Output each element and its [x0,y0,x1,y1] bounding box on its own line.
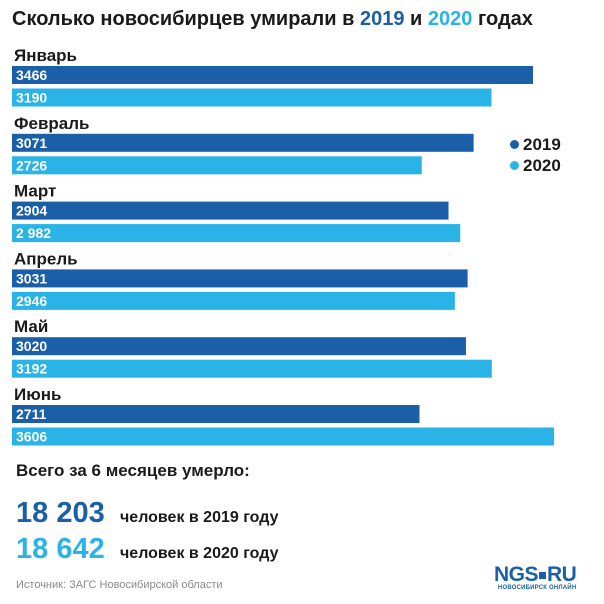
total-2019: 18 203 человек в 2019 году [16,497,278,530]
title-year-2020: 2020 [427,8,473,30]
bar-value-label: 3031 [16,270,47,286]
legend-item-2019: 2019 [510,134,561,155]
bar-2019 [12,133,474,152]
bar-value-label: 3192 [16,361,47,377]
bar-2020 [12,359,492,378]
totals-heading: Всего за 6 месяцев умерло: [16,461,250,480]
total-2020: 18 642 человек в 2020 году [16,533,278,566]
legend-label-2020: 2020 [523,155,561,175]
logo-subtitle: НОВОСИБИРСК ОНЛАЙН [497,585,577,591]
total-2020-text: человек в 2020 году [120,545,279,562]
legend-item-2020: 2020 [510,155,561,176]
title-prefix: Сколько новосибирцев умирали в [12,8,355,30]
bar-2019 [12,405,420,423]
bar-value-label: 2726 [16,157,47,173]
bar-2019 [12,201,449,220]
bar-2019 [12,337,466,356]
bar-value-label: 3071 [16,135,47,151]
legend-dot-2019 [510,140,519,149]
bar-value-label: 2904 [16,203,47,219]
logo-brand-b: RU [547,563,577,586]
title-year-2019: 2019 [359,8,405,30]
bar-value-label: 3466 [16,67,47,83]
total-2020-number: 18 642 [16,533,105,565]
bar-2019 [12,269,468,288]
total-2019-number: 18 203 [16,497,105,529]
title-mid: и [410,8,423,30]
total-2019-text: человек в 2019 году [120,509,279,526]
logo-brand-a: NGS [494,563,539,586]
legend-label-2019: 2019 [523,134,561,154]
legend: 2019 2020 [510,134,561,176]
bar-2020 [12,291,455,310]
bar-2020 [12,224,461,243]
source-note: Источник: ЗАГС Новосибирской области [16,579,223,591]
bar-value-label: 2946 [16,293,47,309]
title-suffix: годах [477,8,533,30]
category-label: Июнь [14,385,61,404]
legend-dot-2020 [510,161,519,170]
category-label: Март [14,182,56,201]
bar-value-label: 3020 [16,338,47,354]
bar-2020 [12,427,555,446]
category-label: Январь [14,46,77,65]
bar-value-label: 3190 [16,90,47,106]
category-label: Май [14,317,48,336]
bar-value-label: 2 982 [16,225,51,241]
bar-2020 [12,156,422,175]
chart-title: Сколько новосибирцев умирали в 2019 и 20… [12,8,533,31]
bar-value-label: 3606 [16,429,47,445]
category-label: Февраль [14,114,90,133]
category-label: Апрель [14,249,78,268]
bar-2019 [12,66,533,84]
bar-chart: Январь 3466 3190 Февраль 3071 2726 Март 2904 2 9… [12,46,555,446]
bar-value-label: 2711 [16,406,47,422]
bar-2020 [12,88,492,107]
ngs-logo: NGS RU НОВОСИБИРСК ОНЛАЙН [494,563,577,591]
logo-square-icon [539,572,547,579]
